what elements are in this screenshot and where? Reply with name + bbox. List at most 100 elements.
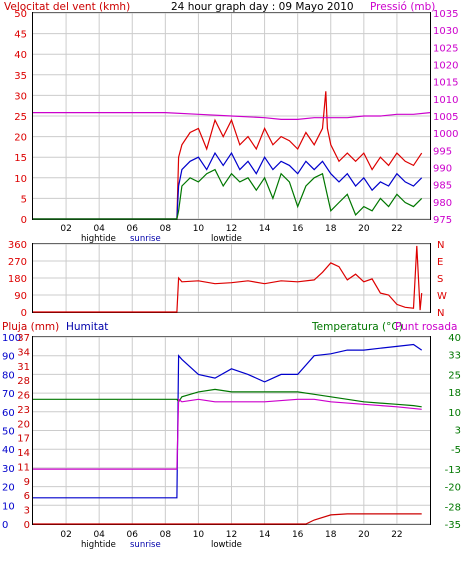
temperature-y-tick-label: -13 (445, 465, 461, 476)
x-tick-label: 02 (60, 224, 71, 234)
rain-y-tick-label: 26 (17, 391, 30, 402)
x-tick-label: 04 (93, 530, 105, 540)
sunrise-marker-top: sunrise (130, 234, 161, 244)
wind-y-tick-label: 15 (14, 153, 27, 164)
temperature-y-tick-label: -35 (445, 520, 461, 531)
x-tick-label: 02 (60, 530, 71, 540)
series-rain (33, 513, 422, 525)
pressure-y-tick-label: 985 (433, 181, 452, 192)
pressure-y-tick-label: 975 (433, 215, 452, 226)
temperature-y-tick-label: 10 (448, 408, 461, 419)
x-tick-label: 18 (325, 530, 337, 540)
x-tick-label: 12 (226, 530, 237, 540)
temperature-y-tick-label: -20 (445, 483, 461, 494)
direction-y-tick-label: 360 (8, 240, 27, 251)
temperature-y-tick-label: 40 (448, 333, 461, 344)
temperature-y-tick-label: 25 (448, 370, 461, 381)
x-tick-label: 06 (127, 530, 139, 540)
rain-y-tick-label: 20 (17, 419, 30, 430)
wind-y-tick-label: 10 (14, 174, 27, 185)
direction-y-tick-label: 180 (8, 274, 27, 285)
series-temperature (33, 388, 422, 408)
pressure-y-tick-label: 1025 (433, 43, 458, 54)
x-tick-label: 22 (391, 224, 402, 234)
pressure-y-tick-label: 1035 (433, 9, 458, 20)
direction-y-tick-label: 0 (21, 308, 27, 319)
humidity-y-tick-label: 50 (2, 427, 15, 438)
temperature-y-tick-label: -5 (451, 445, 461, 456)
dew-point-axis-label: Punt rosada (395, 321, 457, 333)
wind-axis-label: Velocitat del vent (kmh) (4, 1, 130, 13)
x-tick-label: 06 (127, 224, 139, 234)
humidity-y-tick-label: 60 (2, 408, 15, 419)
compass-label: S (437, 274, 443, 285)
series-wind-min (33, 168, 423, 220)
grid-lines (33, 12, 430, 525)
rain-y-tick-label: 37 (17, 333, 30, 344)
x-tick-label: 20 (358, 224, 370, 234)
rain-y-tick-label: 11 (17, 462, 30, 473)
pressure-y-tick-label: 995 (433, 146, 452, 157)
wind-y-tick-label: 20 (14, 133, 27, 144)
x-tick-label: 08 (160, 530, 172, 540)
temperature-axis-label: Temperatura (°C) (311, 321, 403, 333)
wind-y-tick-label: 40 (14, 50, 27, 61)
rain-y-tick-label: 0 (24, 520, 30, 531)
pressure-y-tick-label: 1010 (433, 95, 458, 106)
series-dew-point (33, 398, 422, 470)
pressure-y-tick-label: 1015 (433, 78, 458, 89)
series-pressure (33, 111, 431, 121)
rain-y-tick-label: 28 (17, 376, 30, 387)
humidity-y-tick-label: 90 (2, 352, 15, 363)
x-tick-label: 10 (193, 224, 205, 234)
temperature-y-tick-label: 3 (455, 425, 461, 436)
temperature-y-tick-label: -28 (445, 503, 461, 514)
rain-axis-label: Pluja (mm) (2, 321, 59, 333)
sunrise-marker-bottom: sunrise (130, 540, 161, 550)
rain-y-tick-label: 23 (17, 405, 30, 416)
humidity-y-tick-label: 80 (2, 370, 15, 381)
wind-y-tick-label: 5 (21, 194, 27, 205)
rain-y-tick-label: 3 (24, 506, 30, 517)
temperature-y-tick-label: 33 (448, 350, 461, 361)
rain-y-tick-label: 17 (17, 434, 30, 445)
x-tick-label: 18 (325, 224, 337, 234)
x-tick-label: 16 (292, 224, 304, 234)
wind-y-tick-label: 0 (21, 215, 27, 226)
x-tick-label: 20 (358, 530, 370, 540)
rain-y-tick-label: 14 (17, 448, 30, 459)
wind-y-tick-label: 35 (14, 71, 27, 82)
humidity-y-tick-label: 30 (2, 464, 15, 475)
direction-y-tick-label: 270 (8, 257, 27, 268)
series-wind-max (33, 91, 423, 220)
compass-label: N (437, 308, 444, 319)
series-humidity (33, 343, 423, 499)
rain-y-tick-label: 9 (24, 477, 30, 488)
x-tick-label: 12 (226, 224, 237, 234)
direction-y-tick-label: 90 (14, 291, 27, 302)
humidity-y-tick-label: 70 (2, 389, 15, 400)
pressure-y-tick-label: 980 (433, 198, 452, 209)
compass-label: N (437, 240, 444, 251)
series-lines (33, 91, 431, 525)
pressure-y-tick-label: 1005 (433, 112, 458, 123)
humidity-y-tick-label: 20 (2, 483, 15, 494)
pressure-y-tick-label: 1030 (433, 26, 458, 37)
compass-label: E (437, 257, 443, 268)
hightide-marker-top: hightide (81, 234, 116, 244)
x-tick-label: 14 (259, 224, 271, 234)
wind-y-tick-label: 45 (14, 30, 27, 41)
wind-y-tick-label: 25 (14, 112, 27, 123)
pressure-y-tick-label: 990 (433, 164, 452, 175)
tick-labels: 0510152025303540455097598098599099510001… (2, 9, 461, 540)
hightide-marker-bottom: hightide (81, 540, 116, 550)
x-tick-label: 14 (259, 530, 271, 540)
humidity-axis-label: Humitat (66, 321, 108, 333)
x-tick-label: 08 (160, 224, 172, 234)
x-tick-label: 04 (93, 224, 105, 234)
rain-y-tick-label: 6 (24, 491, 30, 502)
pressure-axis-label: Pressió (mb) (370, 1, 435, 13)
wind-y-tick-label: 50 (14, 9, 27, 20)
